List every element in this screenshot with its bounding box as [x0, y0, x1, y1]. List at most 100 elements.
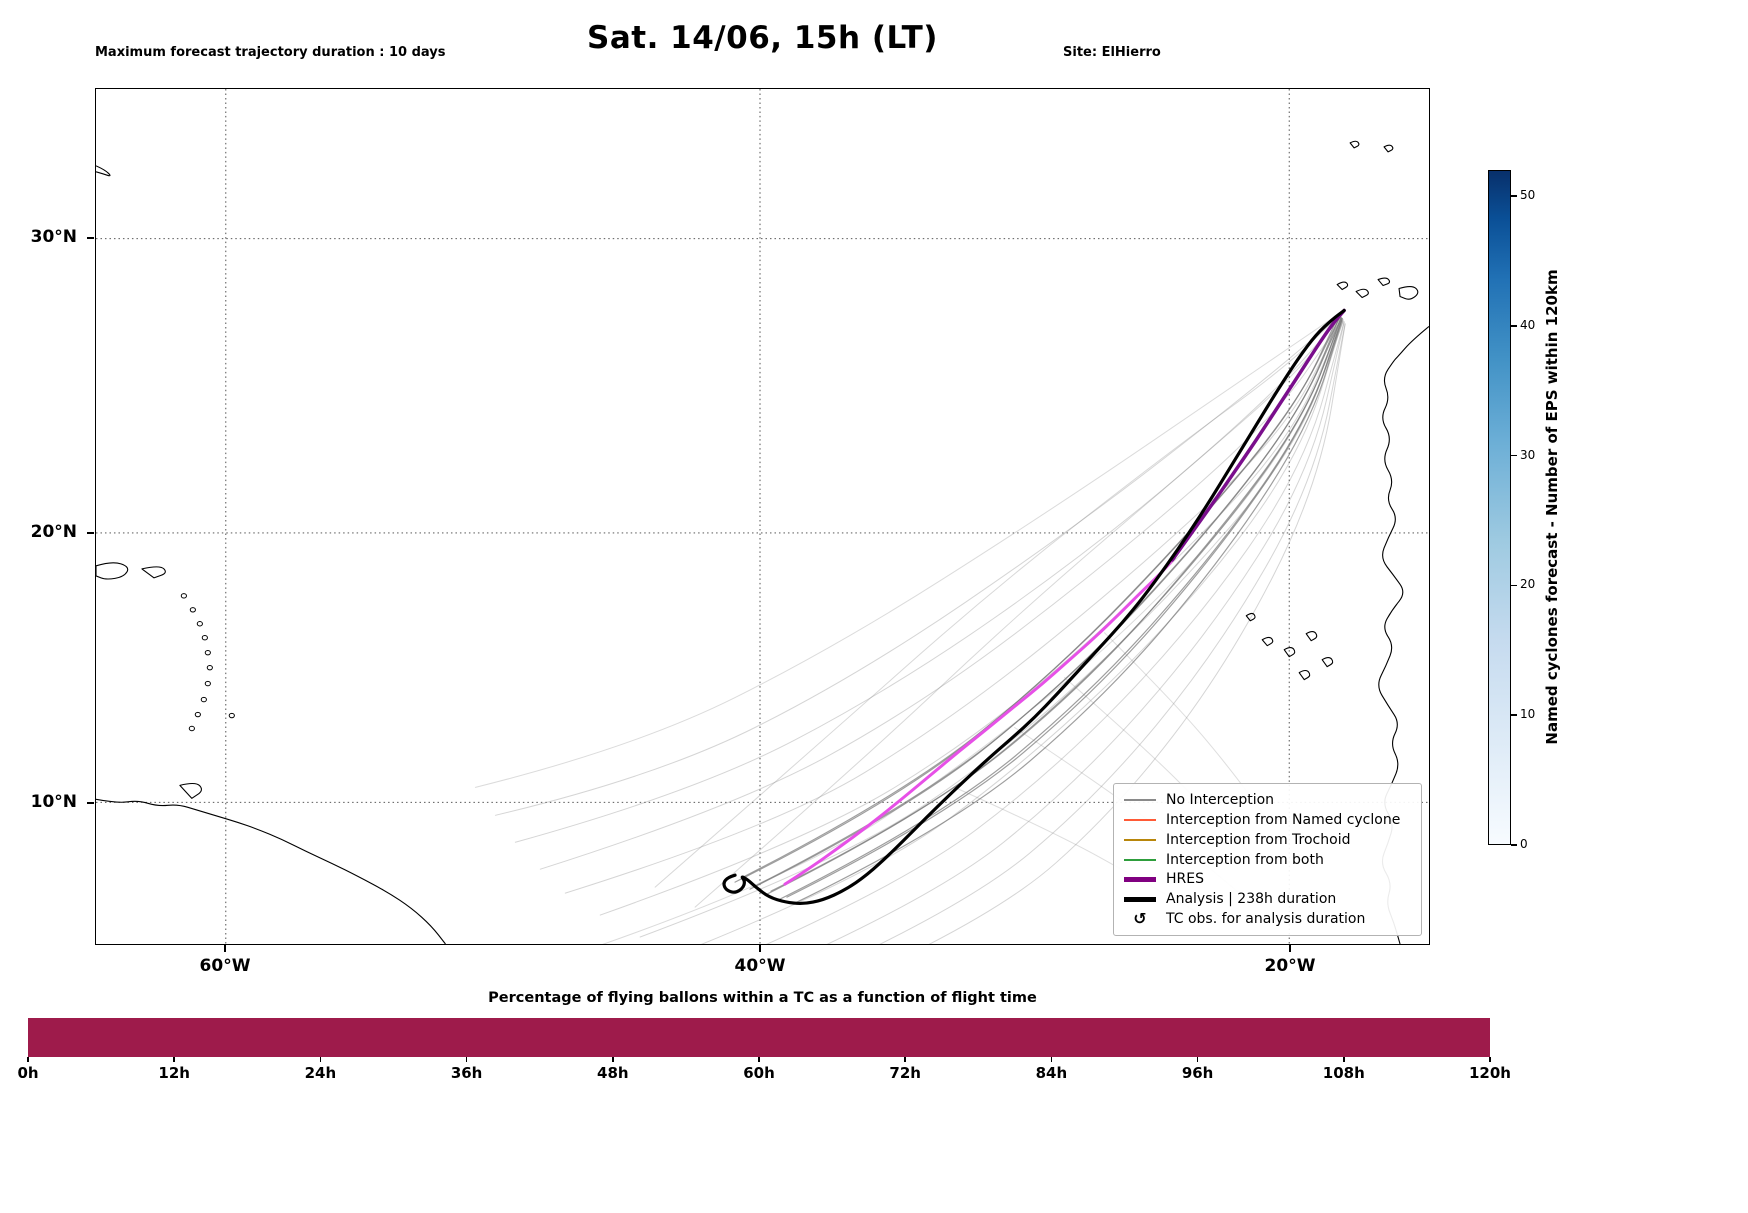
- ensemble-track: [539, 319, 1342, 870]
- islet: [189, 607, 196, 613]
- islet: [196, 621, 203, 627]
- tc-percentage-bar: [28, 1018, 1490, 1057]
- x-axis-tick-label: 40°W: [734, 956, 786, 976]
- ensemble-track: [701, 318, 1344, 944]
- flight-time-tick: [465, 1057, 468, 1062]
- trajectory-map-canvas: [96, 89, 1429, 944]
- islet: [201, 635, 208, 641]
- hres-track-purple: [1170, 308, 1346, 562]
- legend-line-swatch: [1124, 876, 1156, 882]
- flight-time-tick-label: 120h: [1469, 1064, 1511, 1082]
- ensemble-track: [514, 317, 1341, 843]
- x-axis-tick-label: 60°W: [199, 956, 251, 976]
- colorbar-tick: [1511, 195, 1517, 197]
- ensemble-track: [779, 317, 1343, 900]
- flight-time-tick: [173, 1057, 175, 1062]
- coastline-capeverde-3: [1283, 647, 1296, 658]
- flight-time-tick: [612, 1057, 614, 1062]
- figure-title: Sat. 14/06, 15h (LT): [587, 20, 938, 56]
- legend-item: No Interception: [1124, 790, 1411, 810]
- coastline-capeverde-6: [1298, 669, 1311, 681]
- colorbar-tick: [1511, 844, 1517, 846]
- legend-item: Interception from Trochoid: [1124, 830, 1411, 850]
- flight-time-tick-label: 108h: [1322, 1064, 1365, 1082]
- flight-time-tick-label: 36h: [450, 1064, 483, 1082]
- colorbar-tick-label: 30: [1520, 447, 1536, 462]
- legend-line-swatch: [1124, 798, 1156, 801]
- max-duration-text: Maximum forecast trajectory duration : 1…: [95, 44, 446, 60]
- legend-item: ↺ TC obs. for analysis duration: [1124, 909, 1411, 929]
- coastline-madeira-2: [1383, 144, 1394, 153]
- y-axis-tick-label: 10°N: [30, 792, 77, 812]
- colorbar-tick-label: 20: [1520, 577, 1536, 592]
- islet: [228, 712, 235, 719]
- legend-item: Analysis | 238h duration: [1124, 889, 1411, 909]
- legend-item-label: TC obs. for analysis duration: [1166, 911, 1366, 928]
- coastline-canary-2: [1355, 288, 1369, 299]
- flight-time-tick-label: 48h: [597, 1064, 629, 1082]
- colorbar-tick: [1511, 325, 1517, 327]
- legend-item: Interception from both: [1124, 850, 1411, 870]
- coastline-capeverde-2: [1261, 636, 1274, 647]
- y-axis-tick-label: 30°N: [30, 227, 77, 247]
- y-axis-tick: [87, 802, 94, 804]
- ensemble-track: [654, 313, 1341, 888]
- bottom-chart-title: Percentage of flying ballons within a TC…: [488, 990, 1037, 1006]
- y-axis-tick: [87, 532, 94, 534]
- colorbar-tick: [1511, 714, 1517, 716]
- ensemble-track: [826, 321, 1345, 944]
- ensemble-track: [694, 314, 1342, 908]
- flight-time-tick: [1343, 1057, 1345, 1062]
- flight-time-tick-label: 12h: [158, 1064, 190, 1082]
- analysis-track: [722, 308, 1346, 906]
- ensemble-track: [1103, 632, 1270, 823]
- flight-time-tick-label: 96h: [1181, 1064, 1214, 1082]
- coastline-canary-3: [1377, 277, 1391, 287]
- islet: [206, 664, 213, 671]
- flight-time-tick: [1489, 1057, 1491, 1062]
- y-axis-tick-label: 20°N: [30, 522, 77, 542]
- flight-time-tick-label: 72h: [889, 1064, 921, 1082]
- islet: [204, 680, 211, 687]
- hres-track-magenta: [783, 556, 1176, 886]
- legend-item-label: Analysis | 238h duration: [1166, 891, 1337, 908]
- coastline-south-america-coast: [96, 798, 446, 944]
- colorbar-tick-label: 40: [1520, 317, 1536, 332]
- legend-item-label: No Interception: [1166, 791, 1275, 808]
- coastline-canary-1: [1336, 281, 1349, 291]
- ensemble-track: [928, 323, 1346, 944]
- ensemble-track: [786, 317, 1343, 898]
- coastline-capeverde-5: [1321, 656, 1334, 668]
- ensemble-track: [742, 313, 1340, 878]
- map-legend: No Interception Interception from Named c…: [1113, 783, 1422, 936]
- flight-time-tick: [758, 1057, 760, 1062]
- ensemble-track: [494, 315, 1340, 816]
- colorbar-tick: [1511, 454, 1517, 457]
- coastline-puerto-rico: [141, 566, 166, 579]
- coastline-northwest-coast-fragment: [96, 165, 111, 177]
- x-axis-tick: [1289, 945, 1291, 952]
- y-axis-tick: [87, 237, 94, 239]
- islet: [188, 725, 195, 732]
- x-axis-tick-label: 20°W: [1264, 956, 1316, 976]
- colorbar-tick: [1511, 584, 1517, 587]
- coastline-madeira-1: [1349, 140, 1360, 149]
- coastline-hispaniola-east: [96, 562, 129, 580]
- colorbar-tick-label: 50: [1520, 187, 1536, 202]
- ensemble-track: [474, 313, 1339, 788]
- legend-item-label: Interception from Named cyclone: [1166, 811, 1401, 828]
- flight-time-tick-label: 24h: [304, 1064, 337, 1082]
- islet: [194, 711, 201, 718]
- ensemble-track: [766, 320, 1345, 944]
- ensemble-track: [599, 319, 1343, 916]
- flight-time-tick: [904, 1057, 906, 1062]
- flight-time-tick: [1196, 1057, 1199, 1062]
- coastline-capeverde-1: [1245, 612, 1256, 622]
- ensemble-track: [879, 322, 1346, 944]
- x-axis-tick: [759, 945, 761, 952]
- legend-line-swatch: [1124, 858, 1156, 861]
- islet: [204, 649, 211, 656]
- legend-line-swatch: [1124, 896, 1156, 902]
- legend-item: HRES: [1124, 869, 1411, 889]
- islet: [180, 593, 187, 599]
